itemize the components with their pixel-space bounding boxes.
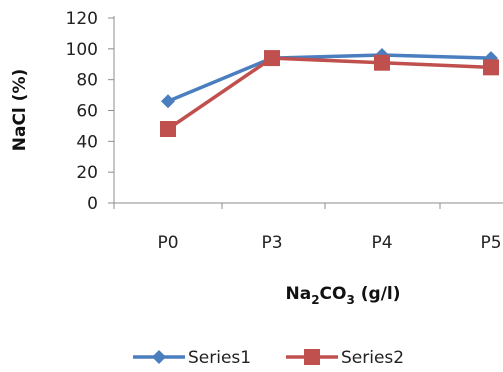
data-point [484, 51, 498, 66]
x-tick-label: P5 [480, 233, 501, 253]
x-tick-label: P4 [371, 233, 392, 253]
legend: Series1 Series2 [133, 348, 404, 368]
y-tick-label: 20 [76, 163, 98, 183]
legend-marker [304, 349, 320, 365]
y-tick-label: 100 [66, 40, 98, 60]
x-axis-title-sub: 3 [346, 293, 354, 307]
series-line [167, 56, 492, 131]
data-point [264, 50, 280, 67]
data-point [374, 54, 390, 71]
legend-item: Series1 [133, 348, 251, 368]
x-axis-title: Na2CO3 (g/l) [285, 284, 400, 307]
series-layer [160, 48, 499, 137]
legend-label: Series1 [188, 348, 251, 368]
x-axis-title-part: (g/l) [355, 284, 401, 304]
series-2 [160, 50, 499, 137]
y-tick-label: 120 [66, 9, 98, 29]
y-axis-title: NaCl (%) [10, 69, 30, 152]
legend-marker [152, 350, 166, 364]
data-point [161, 94, 175, 109]
legend-label: Series2 [341, 348, 404, 368]
y-tick-label: 40 [76, 132, 98, 152]
y-axis-ticks: 0 20 40 60 80 100 120 [66, 9, 114, 214]
data-point [483, 59, 499, 76]
x-axis-ticks: P0 P3 P4 P5 [113, 203, 502, 253]
y-tick-label: 80 [76, 71, 98, 91]
data-point [160, 121, 176, 137]
series-line [167, 53, 492, 103]
legend-item: Series2 [286, 348, 404, 368]
x-tick-label: P0 [157, 233, 178, 253]
x-axis-title-part: Na [285, 284, 311, 304]
y-tick-label: 0 [87, 194, 98, 214]
x-tick-label: P3 [261, 233, 282, 253]
x-axis-title-part: CO [320, 284, 347, 304]
x-axis-title-sub: 2 [311, 293, 319, 307]
y-tick-label: 60 [76, 102, 98, 122]
